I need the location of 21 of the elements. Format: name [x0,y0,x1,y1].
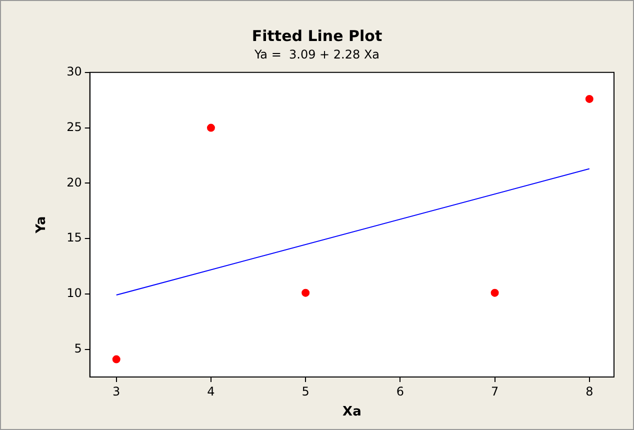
y-axis-title: Ya [34,216,50,234]
chart-title: Fitted Line Plot [252,26,382,45]
x-tick-label: 7 [490,384,499,398]
point [585,94,594,103]
x-tick-label: 4 [207,384,215,398]
y-tick-label: 10 [66,286,82,300]
y-tick-label: 25 [66,120,82,134]
point [490,288,499,297]
y-tick-label: 20 [66,175,82,190]
chart-subtitle: Ya = 3.09 + 2.28 Xa [253,47,380,62]
point [206,124,215,132]
x-tick-label: 5 [302,384,310,398]
x-tick-label: 6 [396,384,404,398]
y-tick-label: 30 [66,64,82,79]
x-tick-label: 3 [112,384,120,398]
y-tick-label: 5 [74,341,82,356]
point [302,288,310,297]
point [112,355,120,364]
y-tick-label: 15 [66,230,82,245]
x-axis-title: Xa [342,404,362,420]
x-tick-label: 8 [586,384,594,398]
